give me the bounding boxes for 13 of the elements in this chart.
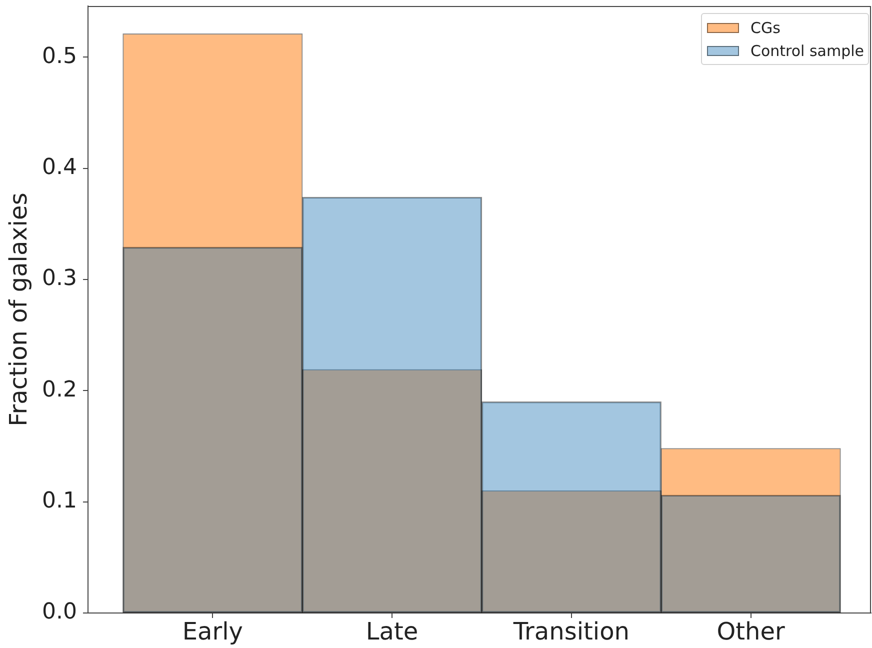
x-tick-label: Other [716,618,786,646]
legend-label: Control sample [750,42,864,60]
x-tick-label: Late [366,618,418,646]
y-tick-label: 0.1 [42,488,77,514]
x-tick-label: Transition [512,618,630,646]
legend-label: CGs [750,18,780,36]
x-tick-label: Early [182,618,243,646]
y-axis-title: Fraction of galaxies [4,192,33,426]
y-tick-label: 0.4 [42,155,77,180]
y-tick-label: 0.5 [42,44,77,69]
y-tick-label: 0.2 [42,377,77,402]
y-tick-label: 0.3 [42,266,77,292]
y-tick-label: 0.0 [42,600,77,625]
